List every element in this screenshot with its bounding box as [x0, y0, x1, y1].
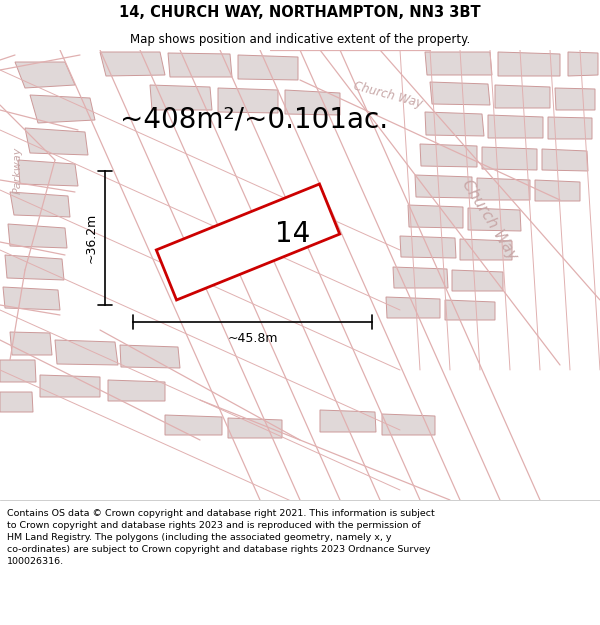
Polygon shape [425, 52, 492, 75]
Polygon shape [0, 50, 80, 260]
Polygon shape [25, 128, 88, 155]
Polygon shape [498, 52, 560, 76]
Polygon shape [468, 208, 521, 231]
Text: Contains OS data © Crown copyright and database right 2021. This information is : Contains OS data © Crown copyright and d… [7, 509, 435, 566]
Polygon shape [3, 287, 60, 310]
Polygon shape [535, 180, 580, 201]
Text: Map shows position and indicative extent of the property.: Map shows position and indicative extent… [130, 32, 470, 46]
Polygon shape [477, 178, 530, 200]
Polygon shape [168, 53, 232, 77]
Polygon shape [386, 297, 440, 318]
Polygon shape [100, 52, 165, 76]
Polygon shape [495, 85, 550, 108]
Polygon shape [156, 184, 340, 300]
Polygon shape [18, 160, 78, 186]
Polygon shape [555, 88, 595, 110]
Polygon shape [408, 205, 463, 228]
Text: 14, CHURCH WAY, NORTHAMPTON, NN3 3BT: 14, CHURCH WAY, NORTHAMPTON, NN3 3BT [119, 5, 481, 20]
Polygon shape [10, 192, 70, 217]
Polygon shape [10, 332, 52, 355]
Polygon shape [425, 112, 484, 136]
Polygon shape [0, 360, 36, 382]
Polygon shape [320, 410, 376, 432]
Polygon shape [238, 55, 298, 80]
Polygon shape [452, 270, 503, 291]
Polygon shape [218, 88, 278, 113]
Polygon shape [300, 50, 600, 370]
Polygon shape [460, 239, 512, 260]
Polygon shape [15, 62, 75, 88]
Polygon shape [120, 345, 180, 368]
Polygon shape [400, 236, 456, 258]
Polygon shape [542, 149, 588, 171]
Polygon shape [150, 85, 212, 110]
Text: Church Way: Church Way [460, 177, 521, 263]
Polygon shape [0, 50, 600, 80]
Polygon shape [55, 340, 118, 365]
Text: Parkway: Parkway [13, 146, 23, 194]
Polygon shape [285, 90, 340, 115]
Polygon shape [482, 147, 537, 170]
Polygon shape [30, 95, 95, 123]
Polygon shape [420, 144, 477, 167]
Text: Church Way: Church Way [352, 79, 424, 111]
Polygon shape [393, 267, 448, 288]
Polygon shape [415, 175, 472, 198]
Text: ~408m²/~0.101ac.: ~408m²/~0.101ac. [120, 106, 388, 134]
Polygon shape [0, 392, 33, 412]
Polygon shape [430, 82, 490, 105]
Text: ~36.2m: ~36.2m [85, 213, 97, 263]
Polygon shape [488, 115, 543, 138]
Text: 14: 14 [275, 220, 311, 248]
Polygon shape [108, 380, 165, 401]
Text: ~45.8m: ~45.8m [227, 332, 278, 346]
Polygon shape [445, 300, 495, 320]
Polygon shape [548, 117, 592, 139]
Polygon shape [165, 415, 222, 435]
Polygon shape [40, 375, 100, 397]
Polygon shape [382, 414, 435, 435]
Polygon shape [228, 418, 282, 438]
Polygon shape [0, 50, 135, 100]
Polygon shape [8, 224, 67, 248]
Polygon shape [5, 255, 64, 280]
Polygon shape [568, 52, 598, 76]
